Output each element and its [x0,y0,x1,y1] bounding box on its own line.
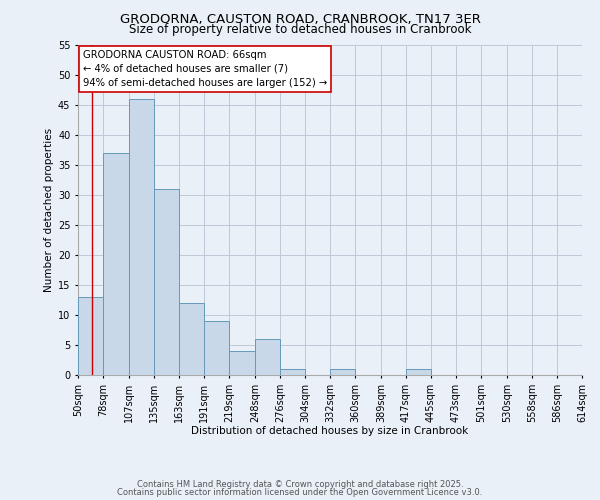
Bar [154,189,179,375]
Bar [204,321,229,375]
Text: Size of property relative to detached houses in Cranbrook: Size of property relative to detached ho… [129,22,471,36]
Text: Contains HM Land Registry data © Crown copyright and database right 2025.: Contains HM Land Registry data © Crown c… [137,480,463,489]
Bar [330,369,355,375]
Bar [229,351,255,375]
Bar [78,297,103,375]
Text: Contains public sector information licensed under the Open Government Licence v3: Contains public sector information licen… [118,488,482,497]
Text: GRODORNA CAUSTON ROAD: 66sqm
← 4% of detached houses are smaller (7)
94% of semi: GRODORNA CAUSTON ROAD: 66sqm ← 4% of det… [83,50,327,88]
Bar [129,99,154,375]
Bar [103,153,129,375]
Bar [179,303,204,375]
Bar [406,369,431,375]
Bar [255,339,280,375]
Text: GRODORNA, CAUSTON ROAD, CRANBROOK, TN17 3ER: GRODORNA, CAUSTON ROAD, CRANBROOK, TN17 … [119,12,481,26]
X-axis label: Distribution of detached houses by size in Cranbrook: Distribution of detached houses by size … [191,426,469,436]
Bar [280,369,305,375]
Y-axis label: Number of detached properties: Number of detached properties [44,128,53,292]
